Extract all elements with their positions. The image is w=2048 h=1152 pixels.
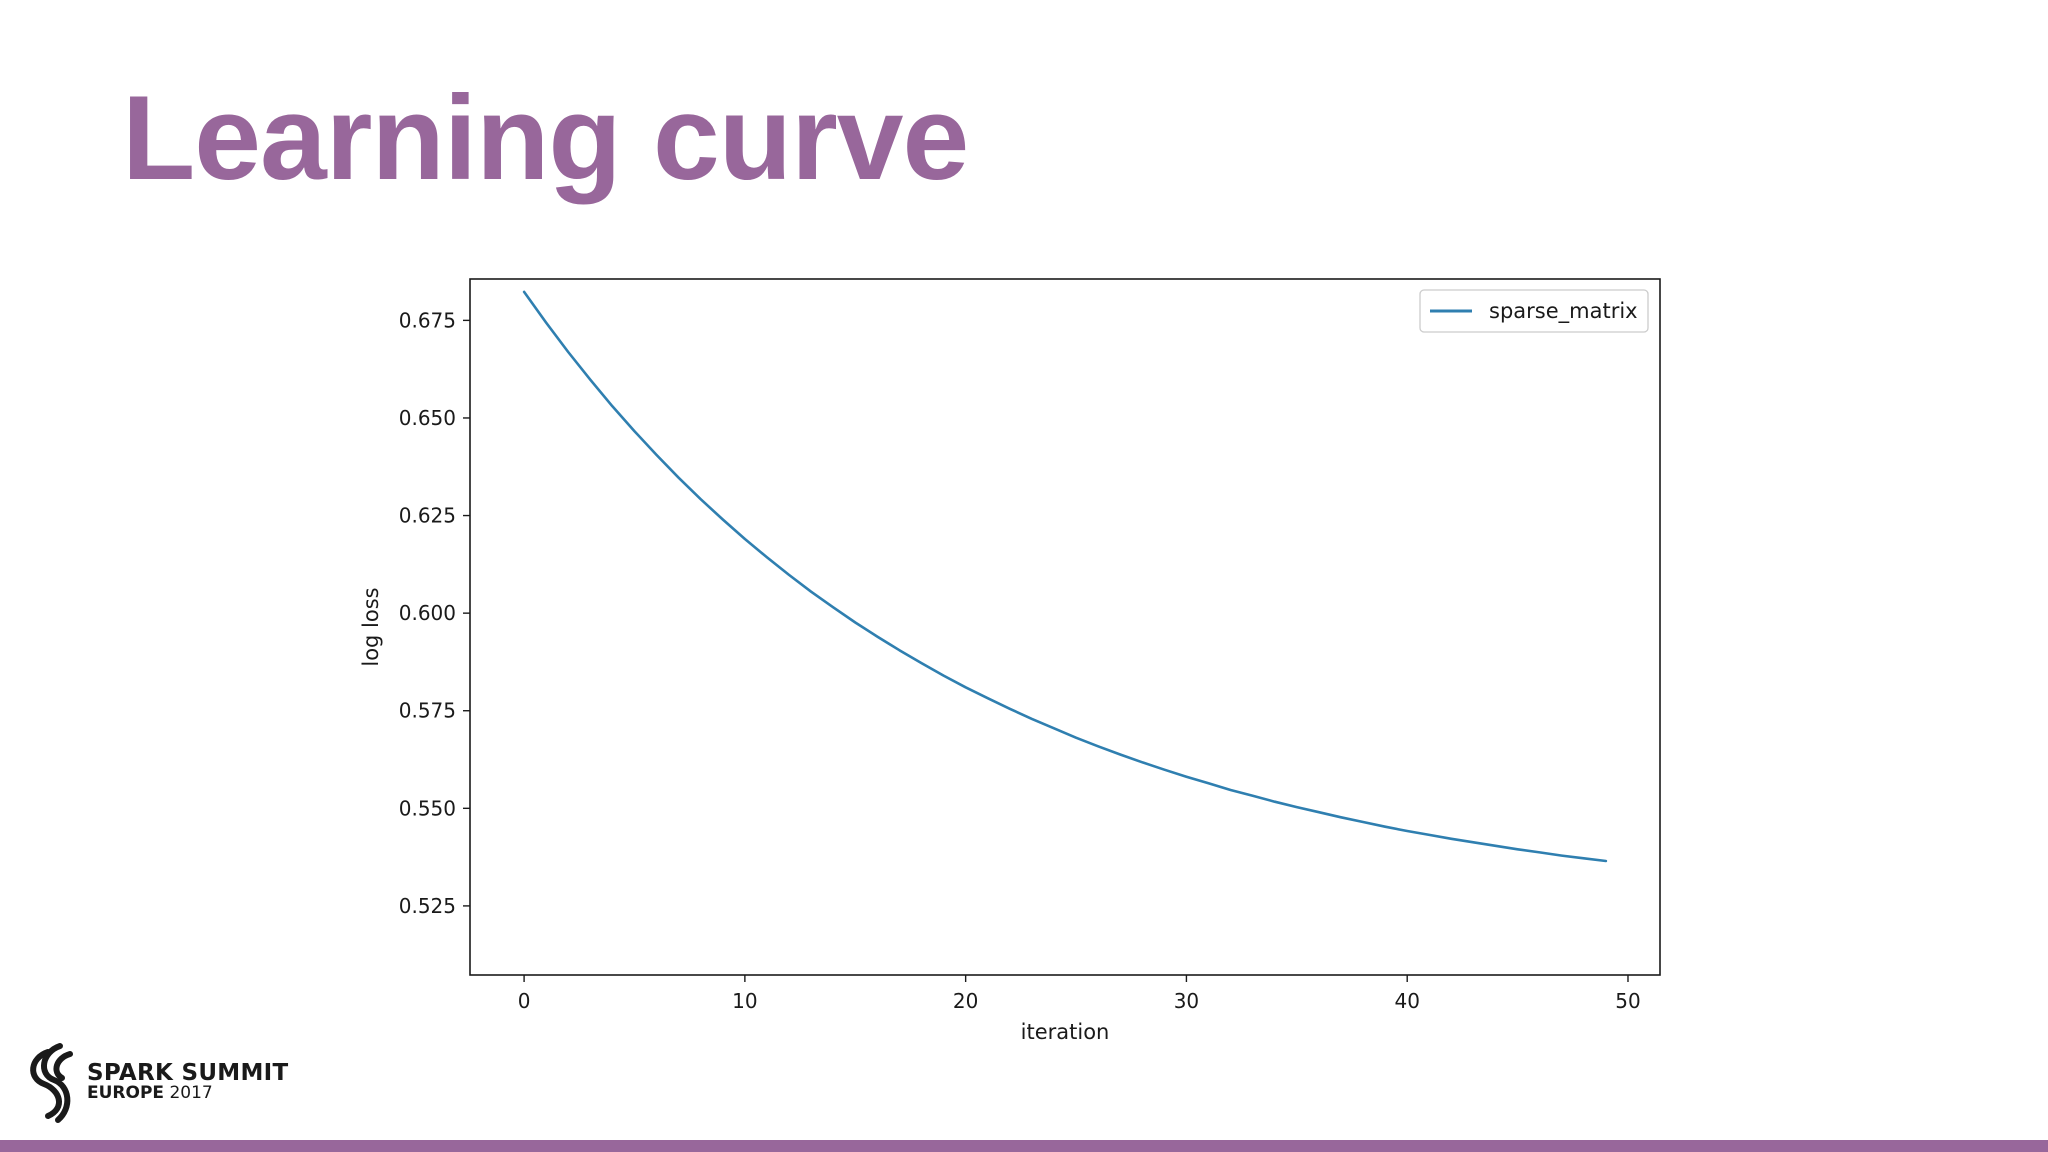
x-tick-label: 30 [1174,989,1199,1013]
y-tick-label: 0.575 [399,699,456,723]
y-tick-label: 0.625 [399,504,456,528]
x-tick-label: 20 [953,989,978,1013]
chart-axes [469,278,1661,976]
x-axis-label: iteration [1021,1020,1110,1044]
series-line [522,290,1608,863]
spark-summit-logo-icon [30,1043,73,1123]
chart-series [522,290,1608,863]
legend-label[interactable]: sparse_matrix [1489,299,1638,324]
chart-legend[interactable]: sparse_matrix [1419,289,1649,333]
y-tick-label: 0.675 [399,308,456,332]
logo-text-year: 2017 [169,1083,213,1103]
x-tick-label: 50 [1615,989,1640,1013]
y-tick-label: 0.600 [399,601,456,625]
y-tick-label: 0.525 [399,894,456,918]
plot-frame [469,278,1661,976]
y-tick-label: 0.550 [399,796,456,820]
footer-accent-bar [0,1140,2048,1152]
y-tick-label: 0.650 [399,406,456,430]
logo-text-primary: SPARK SUMMIT [87,1060,289,1086]
x-tick-label: 0 [518,989,531,1013]
logo-text-event: EUROPE [87,1083,165,1103]
page-title: Learning curve [122,71,969,205]
x-tick-label: 40 [1394,989,1419,1013]
x-tick-label: 10 [732,989,757,1013]
legend-box [1419,289,1649,333]
chart-ticks: 0 10 20 30 40 50 0.525 0.550 0.575 0.600 0.625 0.65… [359,308,1641,1044]
y-axis-label: log loss [359,587,383,666]
logo-text-secondary: EUROPE 2017 [87,1083,213,1103]
